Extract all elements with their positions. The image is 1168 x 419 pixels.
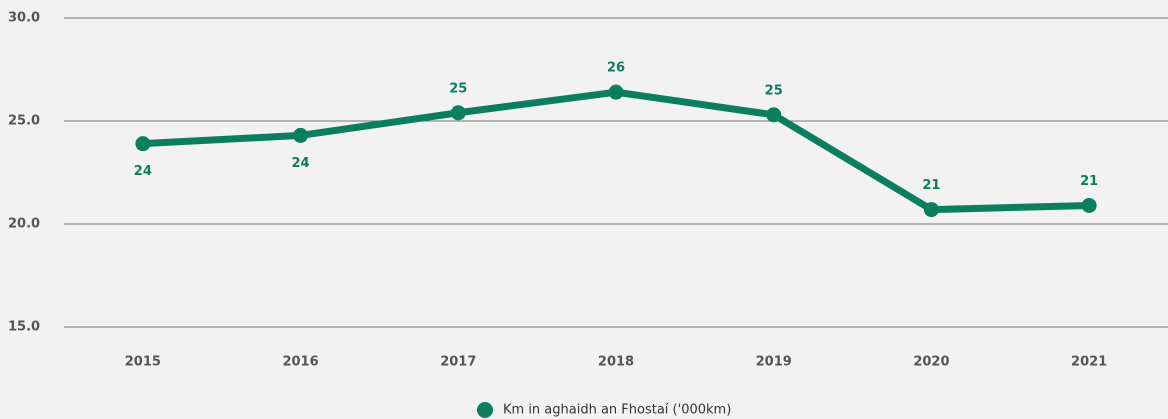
point <box>293 127 309 143</box>
y-tick-label: 15.0 <box>8 320 40 335</box>
line <box>142 88 1090 214</box>
x-tick-label: 2015 <box>125 355 161 370</box>
value-label: 21 <box>1080 174 1098 189</box>
point <box>135 136 151 152</box>
y-tick-label: 30.0 <box>8 11 40 26</box>
x-tick-label: 2017 <box>440 355 476 370</box>
y-tick-label: 20.0 <box>8 217 40 232</box>
x-tick-label: 2021 <box>1071 355 1107 370</box>
x-tick-label: 2019 <box>756 355 792 370</box>
point <box>1081 197 1097 213</box>
value-label: 24 <box>134 164 152 179</box>
x-tick-label: 2020 <box>913 355 949 370</box>
x-tick-label: 2016 <box>282 355 318 370</box>
x-tick-label: 2018 <box>598 355 634 370</box>
value-label: 26 <box>607 61 625 76</box>
point <box>450 105 466 121</box>
value-label: 25 <box>449 81 467 96</box>
y-tick-label: 25.0 <box>8 114 40 129</box>
legend-label: Km in aghaidh an Fhostaí ('000km) <box>503 403 731 418</box>
value-label: 25 <box>765 83 783 98</box>
point <box>766 107 782 123</box>
value-label: 24 <box>292 156 310 171</box>
value-label: 21 <box>922 178 940 193</box>
point <box>608 84 624 100</box>
point <box>923 202 939 218</box>
legend-marker <box>477 402 493 418</box>
